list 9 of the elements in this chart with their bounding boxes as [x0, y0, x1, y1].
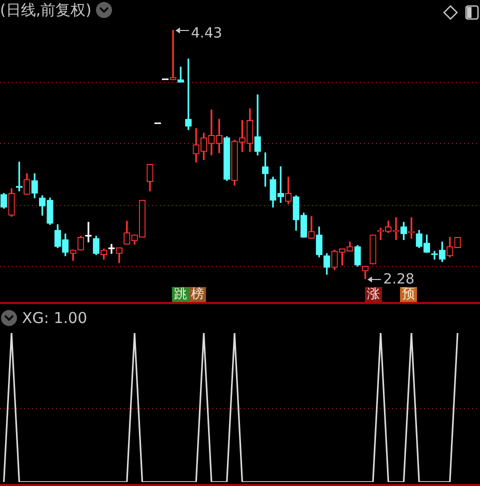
- chart-title: XG: 1.00: [22, 309, 88, 327]
- text: 榜: [189, 287, 206, 302]
- annotation: 2.28: [383, 272, 414, 288]
- chart-title: (日线,前复权): [0, 1, 92, 19]
- annotation: 4.43: [191, 26, 222, 42]
- text: 跳: [172, 287, 189, 302]
- candlestick: [170, 30, 176, 80]
- text: 预: [400, 287, 417, 302]
- text: 涨: [365, 287, 382, 302]
